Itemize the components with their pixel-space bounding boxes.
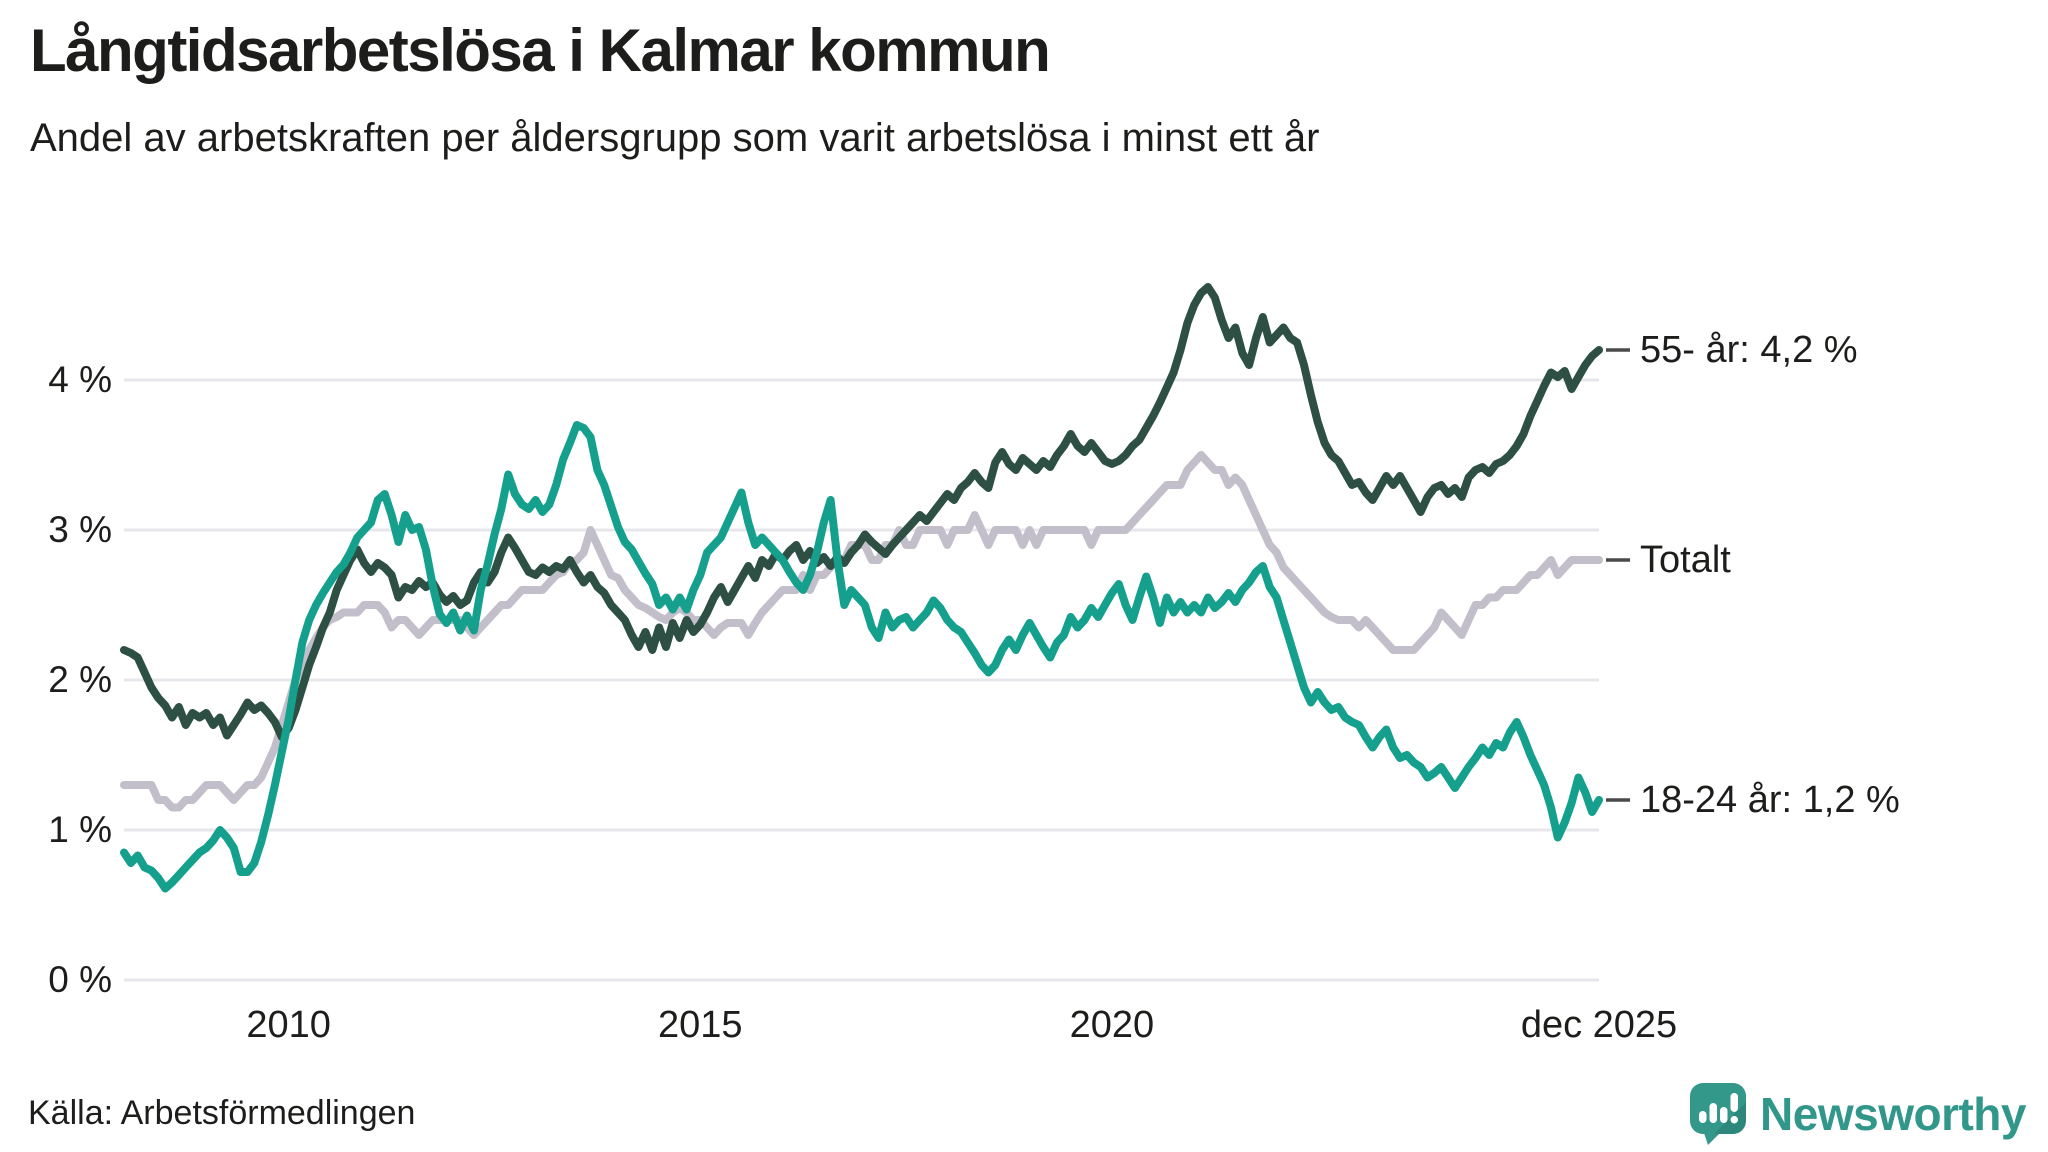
series-line-18-24-r xyxy=(120,421,1603,893)
series-end-label-18-24-r: 18-24 år: 1,2 % xyxy=(1640,779,1900,821)
y-tick-label: 3 % xyxy=(48,509,112,550)
source-note: Källa: Arbetsförmedlingen xyxy=(28,1094,416,1132)
y-tick-label: 1 % xyxy=(48,809,112,850)
series-end-label-totalt: Totalt xyxy=(1640,539,1731,581)
series-end-label-55-r: 55- år: 4,2 % xyxy=(1640,329,1858,371)
x-tick-label: dec 2025 xyxy=(1520,1004,1678,1046)
newsworthy-speech-bubble-chart-icon xyxy=(1690,1083,1747,1145)
y-tick-label: 0 % xyxy=(48,959,112,1000)
y-tick-label: 4 % xyxy=(48,359,112,400)
chart-subtitle: Andel av arbetskraften per åldersgrupp s… xyxy=(30,116,1320,160)
page-title: Långtidsarbetslösa i Kalmar kommun xyxy=(30,17,1051,84)
series-line-totalt xyxy=(120,451,1603,812)
x-tick-label: 2010 xyxy=(246,1004,331,1046)
newsworthy-logo-text: Newsworthy xyxy=(1760,1088,2026,1140)
x-tick-label: 2015 xyxy=(657,1004,743,1046)
series-line-55-r xyxy=(120,283,1603,741)
y-tick-label: 2 % xyxy=(48,659,112,700)
x-tick-label: 2020 xyxy=(1069,1004,1155,1046)
newsworthy-logo: Newsworthy xyxy=(1688,1082,2026,1146)
